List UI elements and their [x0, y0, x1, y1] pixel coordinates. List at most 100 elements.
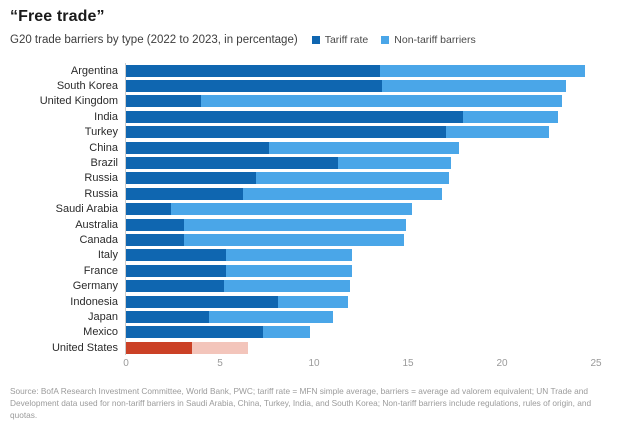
legend-label-tariff: Tariff rate — [324, 34, 369, 46]
bar-row: Indonesia — [10, 293, 610, 310]
bar-segment-tariff — [126, 310, 209, 323]
bar-track — [125, 232, 596, 248]
chart-title: “Free trade” — [10, 8, 105, 25]
bar-segment-tariff — [126, 218, 185, 231]
bar-row: Saudi Arabia — [10, 201, 610, 217]
x-axis-tick-label: 0 — [123, 358, 129, 370]
bar-row: Mexico — [10, 324, 610, 341]
bar-row: Argentina — [10, 63, 610, 79]
bar-segment-nontariff — [242, 187, 442, 200]
x-axis-tick-label: 15 — [402, 358, 414, 370]
bar-segment-nontariff — [462, 110, 559, 123]
bar-row: United Kingdom — [10, 93, 610, 110]
category-label: Saudi Arabia — [55, 203, 118, 216]
bar-segment-nontariff — [184, 218, 407, 231]
bar-segment-nontariff — [278, 295, 348, 308]
category-label: Indonesia — [70, 295, 118, 308]
bar-segment-tariff — [126, 95, 202, 108]
bar-segment-nontariff — [171, 203, 412, 216]
category-label: France — [83, 264, 118, 277]
bar-segment-nontariff — [379, 64, 585, 77]
bar-row: Germany — [10, 278, 610, 294]
bar-segment-nontariff — [268, 141, 459, 154]
bar-track — [125, 340, 596, 356]
bar-row: France — [10, 263, 610, 279]
bar-row: Japan — [10, 309, 610, 325]
subtitle-row: G20 trade barriers by type (2022 to 2023… — [10, 34, 610, 46]
bar-segment-nontariff — [191, 341, 249, 354]
bar-track — [125, 139, 596, 156]
x-axis: 0 5 10 15 20 25 — [123, 355, 601, 371]
bar-row: Canada — [10, 232, 610, 248]
bar-row: United States — [10, 340, 610, 356]
bar-segment-tariff — [126, 126, 446, 139]
bar-segment-tariff — [126, 157, 339, 170]
category-label: Italy — [97, 249, 118, 262]
bar-segment-nontariff — [184, 233, 405, 246]
source-note: Source: BofA Research Investment Committ… — [10, 386, 592, 421]
bar-segment-tariff — [126, 295, 279, 308]
chart-subtitle: G20 trade barriers by type (2022 to 2023… — [10, 34, 298, 46]
category-label: India — [94, 110, 118, 123]
bar-segment-tariff — [126, 280, 224, 293]
bar-track — [125, 309, 596, 325]
bar-segment-tariff — [126, 203, 172, 216]
category-label: Turkey — [84, 126, 118, 139]
bar-row: China — [10, 139, 610, 156]
category-label: Russia — [84, 172, 118, 185]
bar-segment-tariff — [126, 141, 269, 154]
legend-item-nontariff: Non-tariff barriers — [381, 34, 476, 46]
x-axis-tick-label: 10 — [308, 358, 320, 370]
category-label: United States — [51, 341, 118, 354]
bar-segment-tariff — [126, 172, 256, 185]
bar-track — [125, 216, 596, 233]
bar-track — [125, 63, 596, 79]
legend-label-nontariff: Non-tariff barriers — [394, 34, 476, 46]
category-label: Mexico — [83, 326, 118, 339]
category-label: Australia — [75, 218, 118, 231]
bar-segment-nontariff — [208, 310, 333, 323]
legend: Tariff rate Non-tariff barriers — [311, 34, 489, 46]
bar-track — [125, 109, 596, 125]
bar-segment-tariff — [126, 249, 226, 262]
x-axis-tick-label: 5 — [217, 358, 223, 370]
bar-segment-tariff — [126, 326, 264, 339]
bar-segment-nontariff — [225, 264, 352, 277]
category-label: Germany — [72, 280, 118, 293]
bar-row: Russia — [10, 170, 610, 187]
bar-row: South Korea — [10, 78, 610, 94]
bar-row: Brazil — [10, 155, 610, 171]
bar-track — [125, 201, 596, 217]
bar-track — [125, 93, 596, 110]
bar-segment-nontariff — [263, 326, 311, 339]
bar-segment-tariff — [126, 341, 192, 354]
legend-item-tariff: Tariff rate — [311, 34, 369, 46]
bar-segment-nontariff — [201, 95, 563, 108]
bar-segment-nontariff — [255, 172, 450, 185]
bar-segment-tariff — [126, 264, 226, 277]
bar-track — [125, 186, 596, 202]
bar-segment-tariff — [126, 187, 243, 200]
bar-track — [125, 247, 596, 264]
category-label: China — [89, 141, 118, 154]
category-label: South Korea — [56, 80, 118, 93]
category-label: Brazil — [90, 157, 118, 170]
category-label: Japan — [88, 310, 118, 323]
bar-segment-tariff — [126, 110, 463, 123]
category-label: United Kingdom — [39, 95, 118, 108]
category-label: Argentina — [70, 64, 118, 77]
bar-track — [125, 263, 596, 279]
bar-track — [125, 155, 596, 171]
bar-track — [125, 124, 596, 140]
bar-track — [125, 293, 596, 310]
bar-segment-tariff — [126, 64, 380, 77]
category-label: Canada — [79, 233, 118, 246]
nontariff-swatch-icon — [381, 36, 390, 44]
bar-track — [125, 278, 596, 294]
bar-row: Turkey — [10, 124, 610, 140]
bar-row: Italy — [10, 247, 610, 264]
bar-row: Russia — [10, 186, 610, 202]
bar-row: India — [10, 109, 610, 125]
x-axis-tick-label: 20 — [496, 358, 508, 370]
bar-segment-nontariff — [223, 280, 350, 293]
